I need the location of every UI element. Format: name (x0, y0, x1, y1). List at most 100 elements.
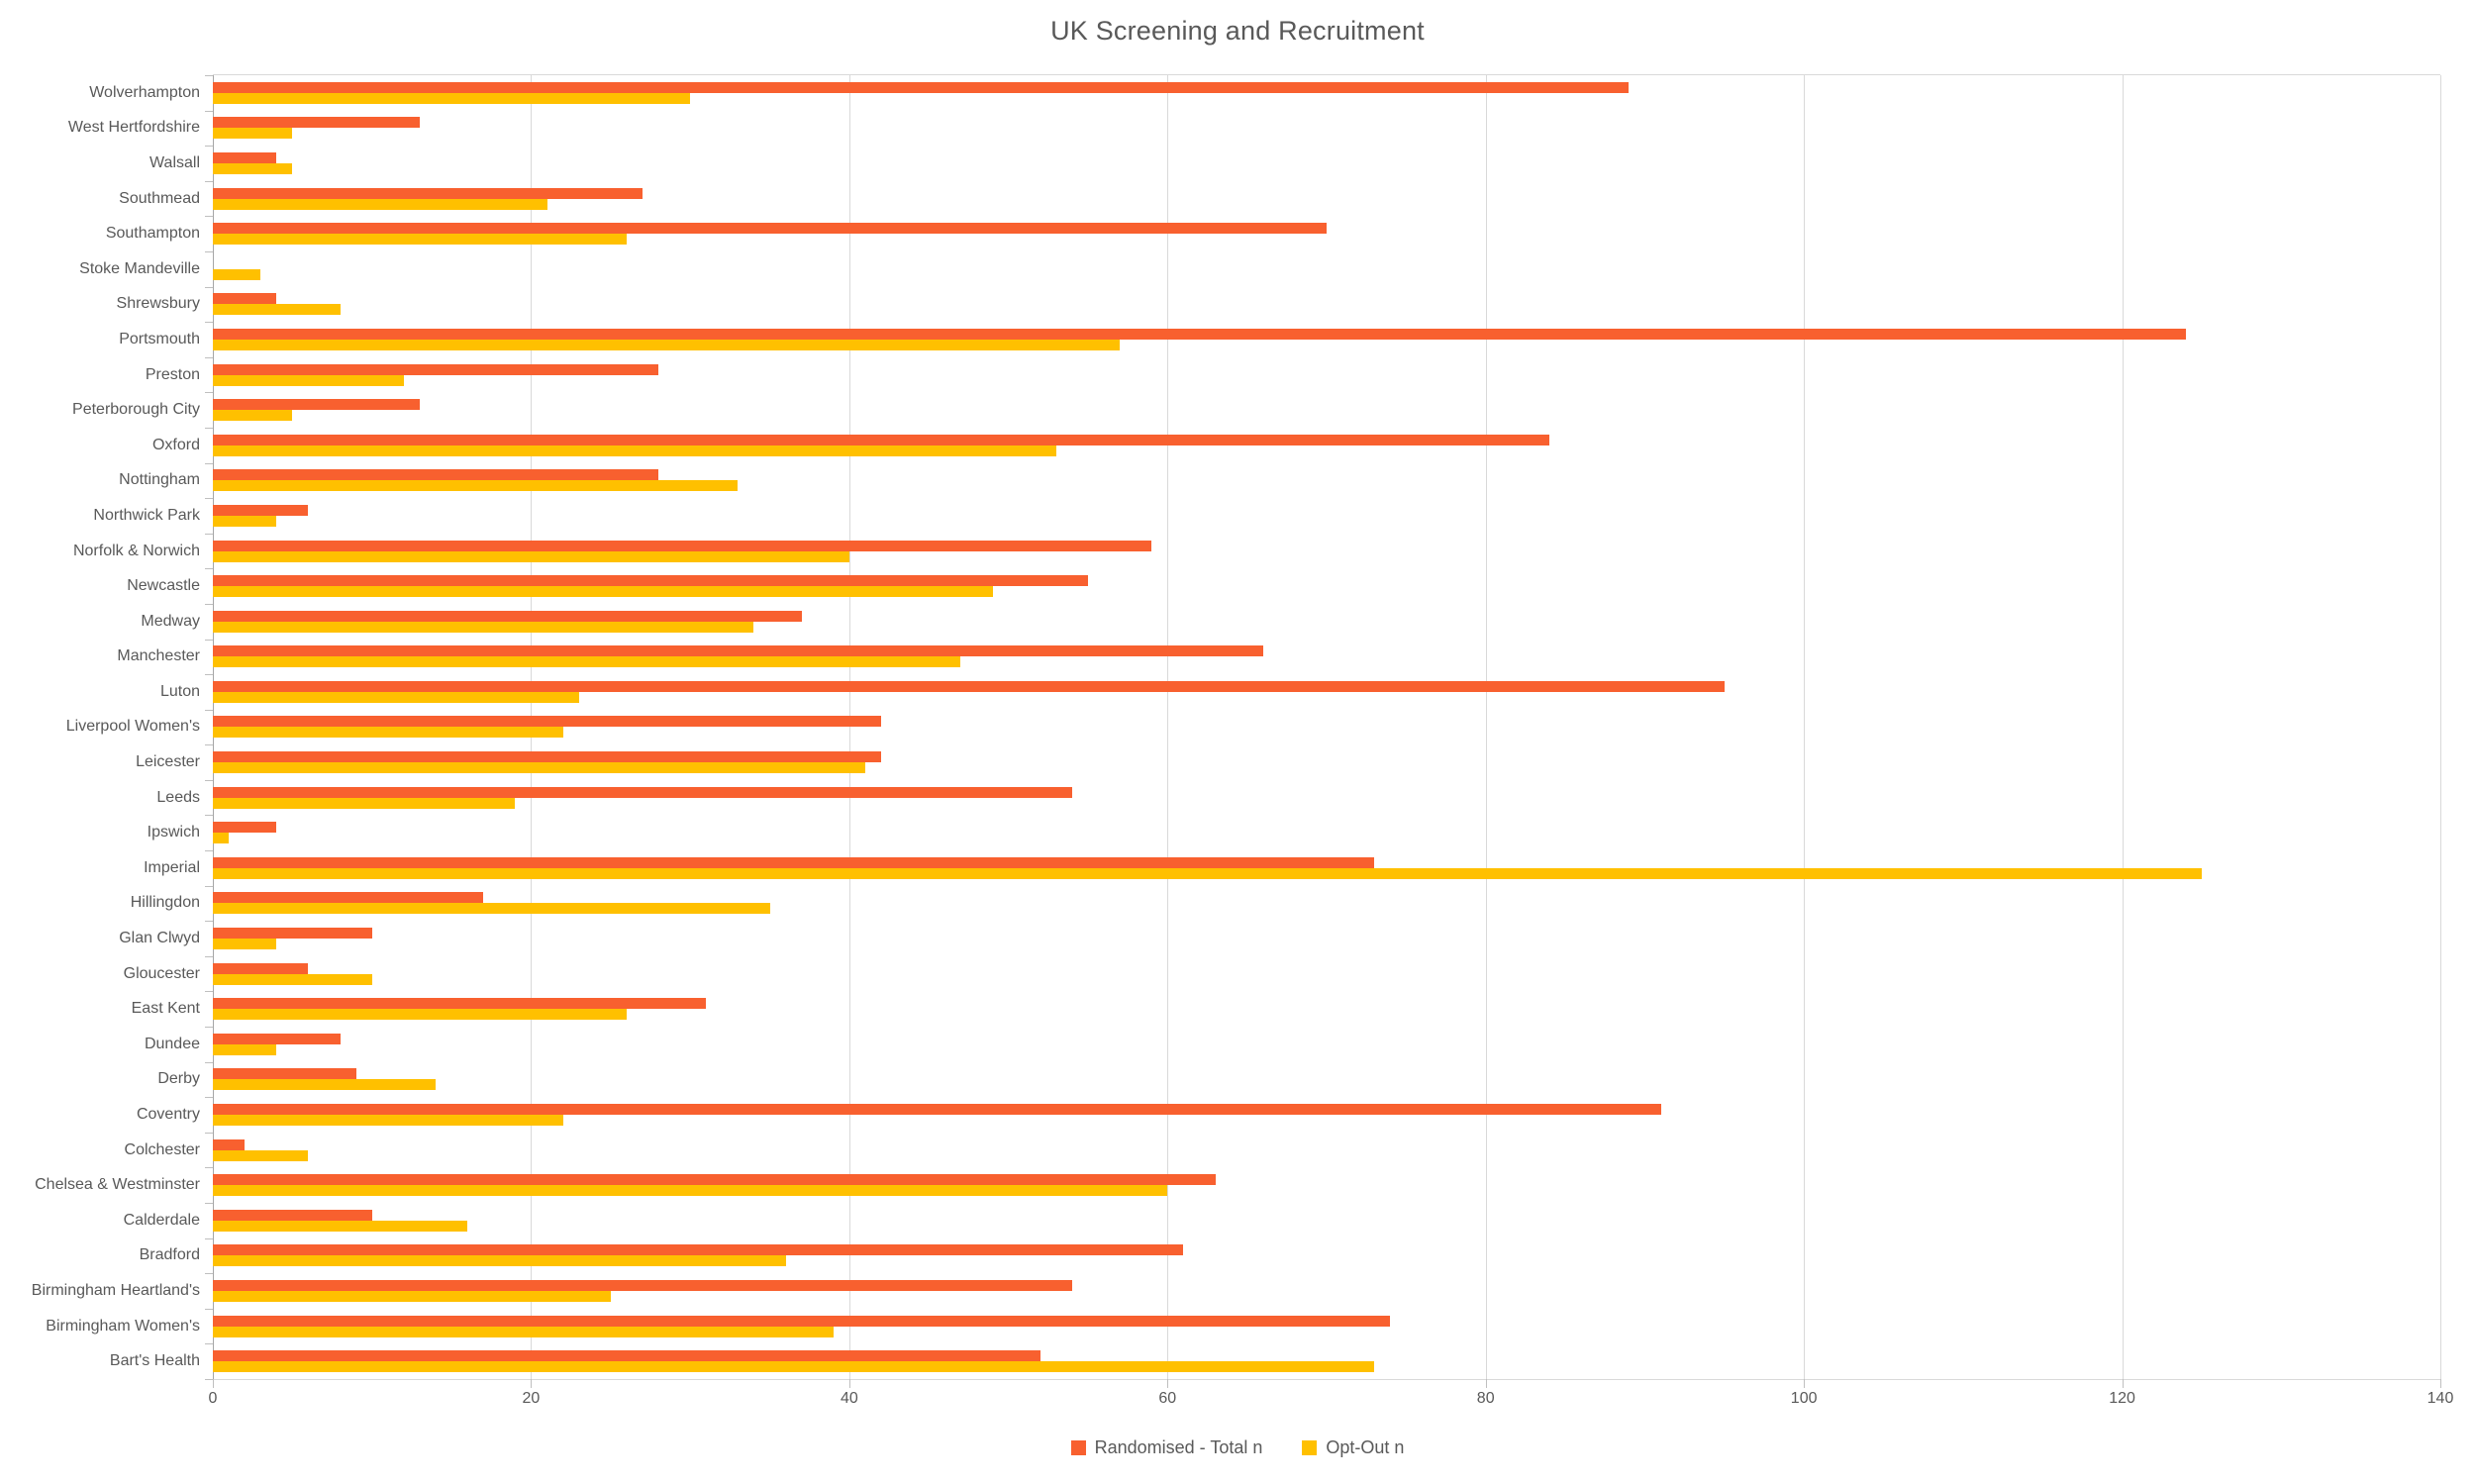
x-tick-mark (213, 1379, 214, 1388)
y-tick-mark (205, 1379, 213, 1380)
category-label: Bradford (139, 1246, 200, 1264)
category-label: Glan Clwyd (119, 930, 200, 947)
optout-bar (213, 128, 293, 140)
randomised-bar (213, 434, 1549, 445)
randomised-bar (213, 786, 1072, 798)
category-label: Coventry (136, 1106, 200, 1124)
chart-row: Wolverhampton (89, 75, 2440, 111)
y-tick-mark (205, 286, 213, 288)
optout-bar (213, 1043, 277, 1055)
randomised-bar (213, 645, 1263, 657)
randomised-bar (213, 928, 372, 940)
optout-bar (213, 1220, 468, 1232)
randomised-bar (213, 399, 420, 411)
randomised-bar (213, 892, 484, 904)
y-tick-mark (205, 815, 213, 817)
x-tick-label: 60 (1158, 1390, 1177, 1407)
y-tick-mark (205, 674, 213, 676)
optout-bar (213, 234, 627, 246)
y-tick-mark (205, 392, 213, 394)
y-tick-mark (205, 709, 213, 711)
x-tick-mark (848, 1379, 850, 1388)
y-tick-mark (205, 250, 213, 252)
gridline (1804, 75, 1806, 1379)
y-tick-mark (205, 885, 213, 887)
chart-row: Walsall (149, 146, 2440, 181)
x-axis: 0 20 40 60 80 100 120 140 (209, 1390, 2454, 1420)
y-tick-mark (205, 356, 213, 358)
y-tick-mark (205, 322, 213, 324)
category-label: Leeds (156, 788, 200, 806)
category-label: Southampton (105, 225, 200, 243)
optout-bar (213, 973, 372, 985)
chart-row: Birmingham Women's (46, 1309, 2440, 1344)
category-label: Oxford (151, 436, 200, 453)
randomised-bar (213, 187, 643, 199)
randomised-bar (213, 117, 420, 129)
chart-row: Coventry (137, 1097, 2440, 1133)
y-tick-mark (205, 1061, 213, 1063)
chart-row: Manchester (117, 640, 2440, 675)
chart-row: Southmead (119, 181, 2440, 217)
chart-row: Bart's Health (110, 1343, 2440, 1379)
legend-label-randomised: Randomised - Total n (1094, 1437, 1263, 1457)
chart-row: Liverpool Women's (66, 710, 2440, 745)
randomised-bar (213, 575, 1088, 587)
y-tick-mark (205, 427, 213, 429)
chart-row: Derby (157, 1062, 2440, 1098)
plot-area: Wolverhampton West Hertfordshire Walsall So… (32, 74, 2441, 1388)
category-label: East Kent (131, 1000, 200, 1018)
category-label: Birmingham Women's (46, 1317, 200, 1335)
optout-bar (213, 268, 261, 280)
gridline (1167, 75, 1169, 1379)
optout-bar (213, 410, 293, 422)
category-label: Chelsea & Westminster (35, 1176, 200, 1194)
legend-item-randomised: Randomised - Total n (1070, 1437, 1263, 1458)
x-tick-label: 20 (522, 1390, 541, 1407)
category-label: Hillingdon (130, 894, 200, 912)
chart-row: Bradford (140, 1238, 2440, 1274)
x-tick-mark (1804, 1379, 1806, 1388)
chart-row: East Kent (132, 991, 2440, 1027)
x-tick-mark (2122, 1379, 2124, 1388)
x-tick-mark (531, 1379, 533, 1388)
randomised-bar (213, 81, 1630, 93)
category-label: Preston (145, 365, 200, 383)
randomised-bar (213, 751, 881, 763)
x-tick-label: 40 (840, 1390, 858, 1407)
chart-row: Southampton (106, 216, 2440, 251)
y-tick-mark (205, 955, 213, 957)
x-tick-mark (1485, 1379, 1487, 1388)
x-tick-label: 80 (1476, 1390, 1495, 1407)
optout-bar (213, 1291, 611, 1302)
optout-bar (213, 1326, 834, 1337)
y-tick-mark (205, 1273, 213, 1275)
chart-row: Peterborough City (72, 392, 2440, 428)
chart-row: Gloucester (124, 956, 2440, 992)
randomised-bar (213, 1138, 246, 1150)
chart-row: Hillingdon (131, 886, 2440, 922)
chart-title: UK Screening and Recruitment (1050, 16, 1425, 46)
chart-row: Stoke Mandeville (79, 251, 2440, 287)
gridline (1485, 75, 1487, 1379)
chart-row: Dundee (145, 1027, 2440, 1062)
optout-swatch-icon (1302, 1440, 1318, 1455)
optout-bar (213, 1149, 309, 1161)
chart-row: Shrewsbury (117, 287, 2440, 323)
category-label: Ipswich (147, 824, 200, 841)
category-label: Imperial (144, 858, 200, 876)
y-tick-mark (205, 603, 213, 605)
randomised-bar (213, 1315, 1391, 1327)
optout-bar (213, 1255, 786, 1267)
category-label: Shrewsbury (116, 295, 200, 313)
y-tick-mark (205, 779, 213, 781)
chart-row: Calderdale (124, 1203, 2440, 1238)
optout-bar (213, 339, 1121, 350)
optout-bar (213, 1009, 627, 1021)
category-label: Peterborough City (72, 401, 200, 419)
category-label: Southmead (119, 189, 200, 207)
randomised-bar (213, 223, 1327, 235)
y-tick-mark (205, 850, 213, 852)
category-label: Newcastle (127, 577, 200, 595)
optout-bar (213, 762, 865, 774)
